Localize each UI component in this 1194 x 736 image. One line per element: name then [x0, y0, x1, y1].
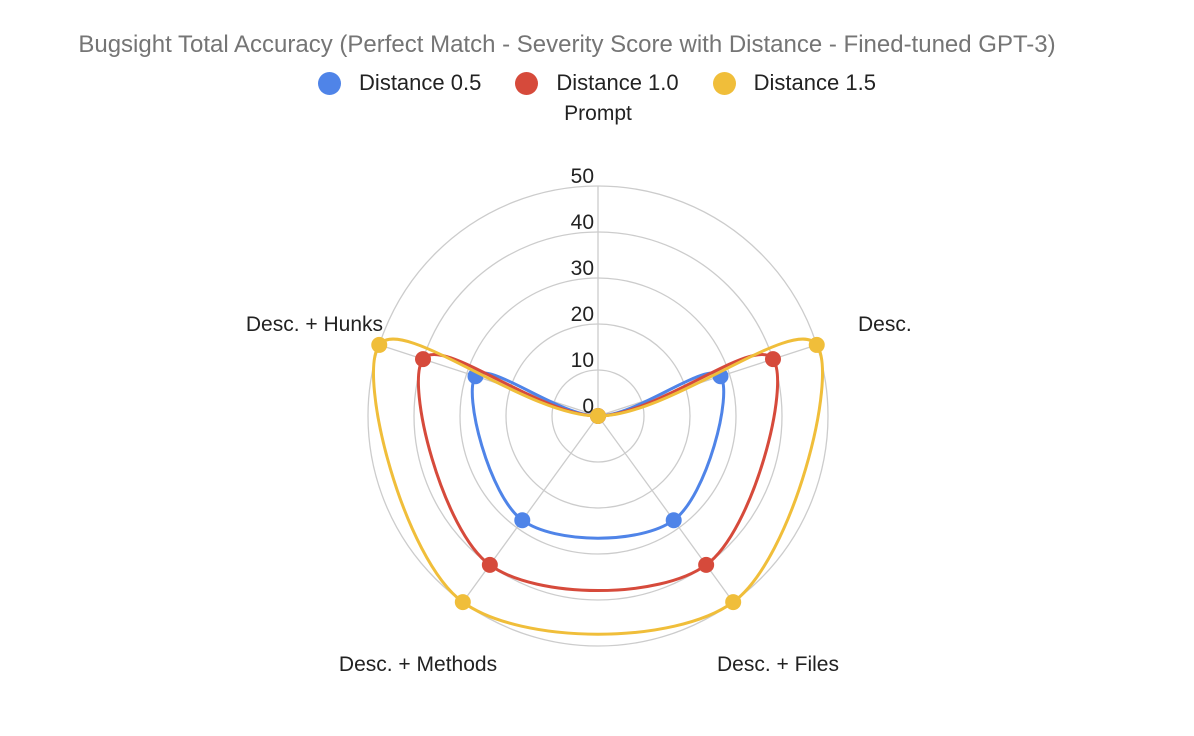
data-point — [481, 556, 498, 573]
spoke-line — [462, 415, 599, 603]
data-point — [808, 336, 825, 353]
series-group — [415, 351, 781, 593]
data-point — [590, 408, 606, 424]
category-label: Desc. + Hunks — [246, 313, 383, 336]
data-point — [454, 594, 471, 611]
tick-label: 30 — [571, 257, 594, 280]
spoke-line — [597, 344, 817, 417]
legend-item-distance-0-5[interactable]: Distance 0.5 — [318, 70, 481, 96]
data-point — [415, 351, 432, 368]
grid — [367, 185, 829, 647]
legend: Distance 0.5 Distance 1.0 Distance 1.5 — [0, 70, 1194, 96]
data-point — [371, 336, 388, 353]
legend-label: Distance 0.5 — [359, 70, 482, 95]
radial-tick-labels: 0 10 20 30 40 50 — [571, 165, 594, 418]
series-group — [371, 336, 825, 636]
data-point — [514, 512, 531, 529]
series-line — [372, 337, 824, 636]
data-point — [665, 512, 682, 529]
category-label: Desc. — [858, 313, 912, 336]
category-label: Desc. + Files — [717, 653, 839, 676]
tick-label: 50 — [571, 165, 594, 188]
tick-label: 20 — [571, 303, 594, 326]
tick-label: 40 — [571, 211, 594, 234]
legend-swatch — [515, 71, 539, 95]
legend-label: Distance 1.0 — [556, 70, 679, 95]
chart-title: Bugsight Total Accuracy (Perfect Match -… — [78, 31, 1056, 58]
category-label: Desc. + Methods — [339, 653, 497, 676]
spoke-line — [597, 415, 734, 603]
category-labels: Prompt Desc. Desc. + Files Desc. + Methods D… — [246, 102, 912, 676]
category-label: Prompt — [564, 102, 632, 125]
legend-item-distance-1-0[interactable]: Distance 1.0 — [515, 70, 679, 96]
spoke-line — [379, 344, 599, 417]
legend-label: Distance 1.5 — [753, 70, 876, 95]
legend-swatch — [712, 71, 736, 95]
tick-label: 10 — [571, 349, 594, 372]
tick-label: 0 — [582, 395, 594, 418]
series — [371, 336, 825, 636]
data-point — [725, 594, 742, 611]
data-point — [764, 351, 781, 368]
data-point — [698, 556, 715, 573]
legend-swatch — [318, 71, 342, 95]
legend-item-distance-1-5[interactable]: Distance 1.5 — [712, 70, 876, 96]
